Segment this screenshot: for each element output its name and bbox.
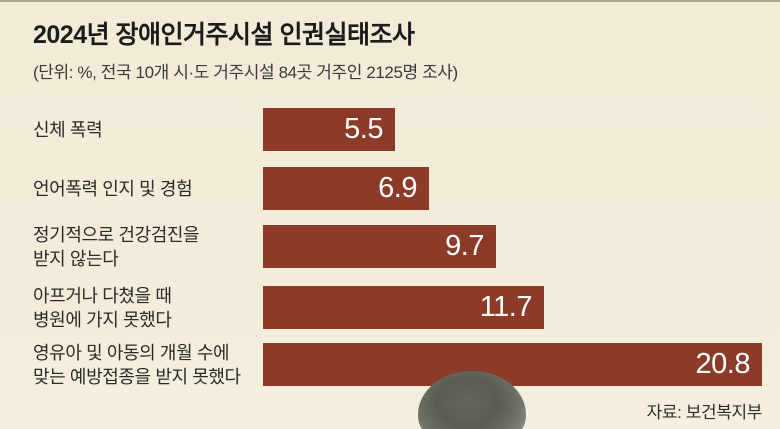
category-label: 신체 폭력 [33, 118, 103, 142]
top-border-line [0, 0, 780, 2]
category-line: 정기적으로 건강검진을 [33, 224, 200, 245]
category-line: 아프거나 다쳤을 때 [33, 285, 172, 306]
category-line: 받지 않는다 [33, 248, 119, 269]
category-line: 영유아 및 아동의 개월 수에 [33, 342, 230, 363]
bar-value-label: 5.5 [344, 113, 383, 145]
chart-row: 아프거나 다쳤을 때 병원에 가지 못했다 11.7 [0, 284, 780, 332]
category-label: 아프거나 다쳤을 때 병원에 가지 못했다 [33, 284, 172, 332]
bar: 6.9 [263, 167, 429, 210]
chart-row: 언어폭력 인지 및 경험 6.9 [0, 167, 780, 210]
source-credit: 자료: 보건복지부 [646, 403, 763, 422]
bar-value-label: 20.8 [695, 348, 751, 380]
bar: 20.8 [263, 343, 762, 386]
category-line: 신체 폭력 [33, 119, 103, 140]
category-line: 병원에 가지 못했다 [33, 309, 172, 330]
category-label: 정기적으로 건강검진을 받지 않는다 [33, 223, 200, 271]
chart-row: 영유아 및 아동의 개월 수에 맞는 예방접종을 받지 못했다 20.8 [0, 341, 780, 389]
chart-row: 신체 폭력 5.5 [0, 108, 780, 151]
bar-value-label: 11.7 [479, 291, 533, 323]
bar: 9.7 [263, 225, 496, 268]
chart-header: 2024년 장애인거주시설 인권실태조사 (단위: %, 전국 10개 시·도 … [33, 20, 458, 83]
category-label: 영유아 및 아동의 개월 수에 맞는 예방접종을 받지 못했다 [33, 341, 241, 389]
category-line: 언어폭력 인지 및 경험 [33, 178, 193, 199]
category-line: 맞는 예방접종을 받지 못했다 [33, 366, 241, 387]
bar-value-label: 6.9 [378, 172, 417, 204]
category-label: 언어폭력 인지 및 경험 [33, 177, 193, 201]
chart-row: 정기적으로 건강검진을 받지 않는다 9.7 [0, 223, 780, 271]
bar-value-label: 9.7 [445, 230, 484, 262]
bar: 5.5 [263, 108, 395, 151]
bar: 11.7 [263, 286, 544, 329]
chart-subtitle: (단위: %, 전국 10개 시·도 거주시설 84곳 거주인 2125명 조사… [33, 63, 458, 83]
chart-title: 2024년 장애인거주시설 인권실태조사 [33, 21, 415, 49]
